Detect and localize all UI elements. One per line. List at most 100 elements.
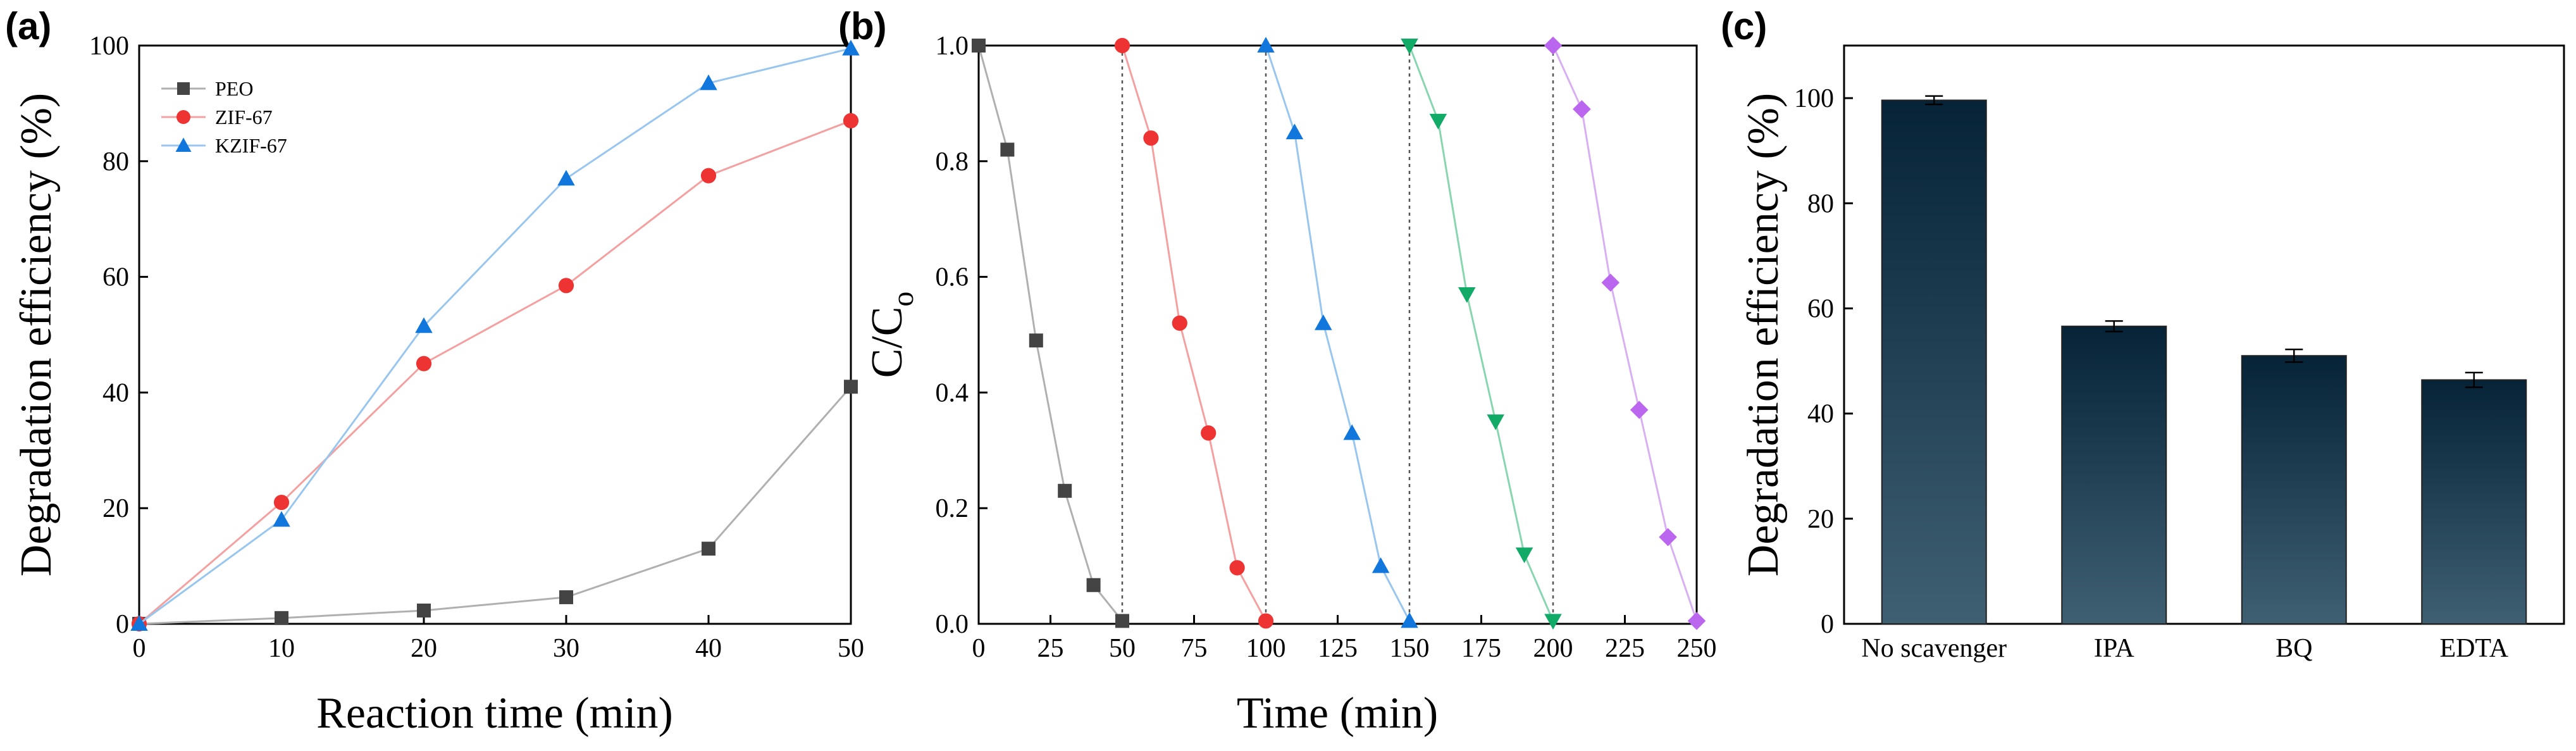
y-tick-label-a: 0 xyxy=(116,610,129,639)
y-tick-label-b: 0.6 xyxy=(936,263,969,292)
data-point-b-cycle-1 xyxy=(1029,333,1043,348)
y-tick-label-a: 100 xyxy=(89,32,129,61)
y-tick-label-c: 80 xyxy=(1807,189,1834,218)
x-tick-label-a: 40 xyxy=(695,634,722,663)
chart-panel-a: 0 10 20 30 40 50 0 20 40 60 80 100 PEO ZIF-67 KZIF-67… xyxy=(12,32,864,738)
data-point-b-cycle-2 xyxy=(1258,613,1274,629)
x-tick-label-a: 10 xyxy=(268,634,295,663)
x-tick-label-a: 30 xyxy=(553,634,579,663)
y-axis-label-b-main: C/C xyxy=(863,307,912,378)
x-axis-label-a: Reaction time (min) xyxy=(316,689,673,738)
x-tick-label-b: 0 xyxy=(972,634,986,663)
y-axis-label-b: C/Co xyxy=(863,292,920,378)
y-tick-label-c: 0 xyxy=(1821,610,1834,639)
series-line-a-zif-67 xyxy=(139,120,851,625)
legend-label-kzif-67: KZIF-67 xyxy=(215,134,287,157)
chart-panel-c: 0 20 40 60 80 100 No scavenger IPA BQ EDTA Degrad… xyxy=(1739,44,2565,663)
data-point-b-cycle-3 xyxy=(1343,424,1361,440)
legend-marker-zif-67 xyxy=(176,110,190,124)
x-tick-label-c: No scavenger xyxy=(1861,634,2007,663)
data-point-b-cycle-3 xyxy=(1257,37,1275,53)
x-axis-label-b: Time (min) xyxy=(1237,689,1438,738)
data-point-a-zif-67 xyxy=(558,278,574,294)
series-line-a-peo xyxy=(139,386,852,625)
data-point-b-cycle-4 xyxy=(1429,113,1447,130)
x-tick-label-a: 50 xyxy=(838,634,864,663)
data-point-a-peo xyxy=(844,380,858,394)
bar-ipa xyxy=(2061,325,2167,624)
data-point-b-cycle-2 xyxy=(1114,37,1130,54)
data-point-b-cycle-5 xyxy=(1687,612,1706,630)
data-point-b-cycle-5 xyxy=(1544,36,1563,55)
plot-frame-a xyxy=(138,44,852,625)
series-line-b-cycle-1 xyxy=(977,45,1124,622)
series-line-b-cycle-5 xyxy=(1552,45,1698,621)
panel-label-c: (c) xyxy=(1721,5,1767,47)
data-point-b-cycle-5 xyxy=(1630,400,1649,419)
data-point-a-zif-67 xyxy=(416,356,432,371)
series-line-b-cycle-3 xyxy=(1265,45,1411,622)
y-tick-label-a: 20 xyxy=(102,494,129,523)
data-point-b-cycle-3 xyxy=(1285,123,1304,140)
data-point-a-peo xyxy=(275,611,288,625)
x-tick-label-b: 150 xyxy=(1390,634,1430,663)
y-tick-label-a: 80 xyxy=(102,147,129,177)
panel-label-b: (b) xyxy=(838,5,887,47)
x-tick-label-c: BQ xyxy=(2276,634,2312,663)
data-point-b-cycle-3 xyxy=(1315,314,1332,330)
y-tick-label-b: 0.0 xyxy=(936,610,969,639)
data-point-a-zif-67 xyxy=(843,113,859,128)
legend-label-zif-67: ZIF-67 xyxy=(215,106,273,128)
data-point-a-kzif-67 xyxy=(700,74,717,90)
data-point-b-cycle-4 xyxy=(1401,39,1418,54)
data-point-b-cycle-4 xyxy=(1544,614,1562,630)
y-tick-label-b: 0.4 xyxy=(936,378,969,407)
legend-marker-kzif-67 xyxy=(175,137,192,152)
x-tick-label-b: 100 xyxy=(1246,634,1286,663)
data-point-b-cycle-1 xyxy=(1115,614,1129,628)
data-point-b-cycle-1 xyxy=(1058,483,1072,498)
y-tick-label-c: 40 xyxy=(1807,400,1834,429)
y-tick-label-b: 1.0 xyxy=(936,32,969,61)
series-line-a-kzif-67 xyxy=(139,47,851,625)
x-tick-label-c: EDTA xyxy=(2439,634,2508,663)
data-point-b-cycle-5 xyxy=(1573,100,1591,118)
data-point-a-kzif-67 xyxy=(557,170,575,186)
data-point-b-cycle-2 xyxy=(1143,130,1159,146)
x-tick-label-a: 20 xyxy=(411,634,437,663)
data-point-b-cycle-4 xyxy=(1458,287,1476,303)
data-point-a-peo xyxy=(559,590,573,604)
x-tick-label-b: 175 xyxy=(1461,634,1501,663)
legend-marker-peo xyxy=(177,82,190,95)
y-tick-label-a: 40 xyxy=(102,378,129,407)
data-point-b-cycle-3 xyxy=(1401,612,1418,628)
y-axis-label-c: Degradation efficiency (%) xyxy=(1739,93,1788,576)
data-point-b-cycle-2 xyxy=(1201,425,1217,441)
y-tick-label-b: 0.2 xyxy=(936,494,969,523)
bar-bq xyxy=(2241,355,2347,625)
plot-frame-b xyxy=(977,44,1698,625)
data-point-b-cycle-4 xyxy=(1515,547,1533,564)
y-tick-label-b: 0.8 xyxy=(936,147,969,177)
data-point-a-peo xyxy=(417,603,431,618)
y-tick-label-a: 60 xyxy=(102,263,129,292)
panel-label-a: (a) xyxy=(5,5,51,47)
data-point-b-cycle-1 xyxy=(972,39,986,53)
data-point-b-cycle-4 xyxy=(1487,414,1504,430)
data-point-b-cycle-2 xyxy=(1172,315,1187,331)
data-point-a-kzif-67 xyxy=(415,317,433,333)
data-point-b-cycle-5 xyxy=(1659,528,1677,547)
y-axis-label-a: Degradation efficiency (%) xyxy=(12,93,61,576)
x-tick-label-a: 0 xyxy=(133,634,146,663)
data-point-a-zif-67 xyxy=(273,494,290,511)
data-point-b-cycle-3 xyxy=(1372,557,1390,573)
data-point-b-cycle-5 xyxy=(1601,273,1620,292)
data-point-b-cycle-1 xyxy=(1000,142,1015,157)
bar-edta xyxy=(2421,379,2527,624)
x-tick-label-b: 200 xyxy=(1533,634,1573,663)
x-tick-label-b: 125 xyxy=(1318,634,1358,663)
x-tick-label-b: 225 xyxy=(1605,634,1645,663)
legend-label-peo: PEO xyxy=(215,77,253,100)
bar-no-scavenger xyxy=(1881,99,1987,624)
